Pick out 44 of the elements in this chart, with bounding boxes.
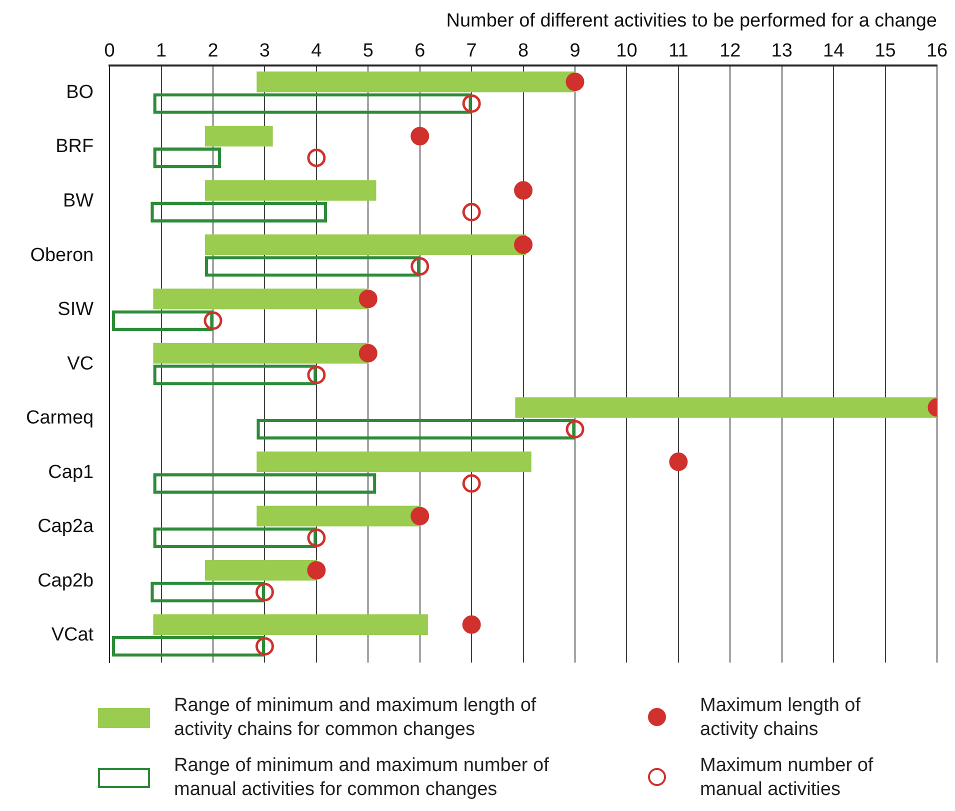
y-tick-label: Oberon: [30, 244, 94, 266]
x-tick-label: 9: [570, 40, 580, 62]
y-tick-label: BO: [66, 82, 94, 103]
y-tick-label: SIW: [58, 299, 94, 320]
bar: [204, 234, 526, 256]
x-tick-label: 0: [104, 40, 115, 62]
x-tick-label: 16: [926, 40, 948, 62]
x-tick-label: 7: [466, 40, 477, 62]
x-tick-label: 11: [668, 40, 688, 62]
y-tick-label: Cap1: [48, 462, 94, 483]
x-tick-label: 8: [518, 40, 529, 62]
bar: [204, 180, 376, 201]
y-tick-label: Carmeq: [26, 408, 94, 429]
bar: [515, 397, 937, 418]
y-tick-label: BRF: [56, 136, 94, 158]
bar: [256, 506, 420, 526]
bar: [256, 451, 532, 472]
x-tick-label: 15: [874, 40, 896, 62]
legend-label: Maximum length of activity chains: [700, 694, 862, 742]
x-tick-label: 2: [208, 40, 218, 62]
bar: [204, 560, 317, 581]
x-tick-label: 13: [771, 40, 792, 62]
legend-label: Range of minimum and maximum number of manual activities for common changes: [174, 754, 550, 802]
bar: [153, 342, 368, 364]
y-tick-label: Cap2a: [38, 516, 94, 538]
x-tick-label: 1: [156, 40, 167, 62]
y-tick-label: VC: [67, 353, 94, 374]
y-tick-label: Cap2b: [38, 570, 94, 592]
legend-label: Maximum number of manual activities: [700, 754, 874, 802]
x-tick-label: 3: [259, 40, 270, 62]
x-tick-label: 4: [311, 40, 322, 62]
bar: [256, 72, 576, 92]
y-tick-label: BW: [62, 190, 94, 212]
x-tick-label: 14: [823, 40, 845, 62]
bar: [153, 288, 368, 310]
x-tick-label: 12: [720, 40, 741, 62]
y-tick-label: VCat: [51, 624, 94, 646]
x-tick-label: 10: [616, 40, 638, 62]
x-tick-label: 5: [362, 40, 374, 62]
bar: [204, 126, 273, 146]
x-tick-label: 6: [414, 40, 426, 62]
legend-label: Range of minimum and maximum length of activity chains for common changes: [174, 694, 538, 742]
bar: [153, 614, 428, 635]
x-axis-title: Number of different activities to be performed for a change: [446, 10, 937, 32]
